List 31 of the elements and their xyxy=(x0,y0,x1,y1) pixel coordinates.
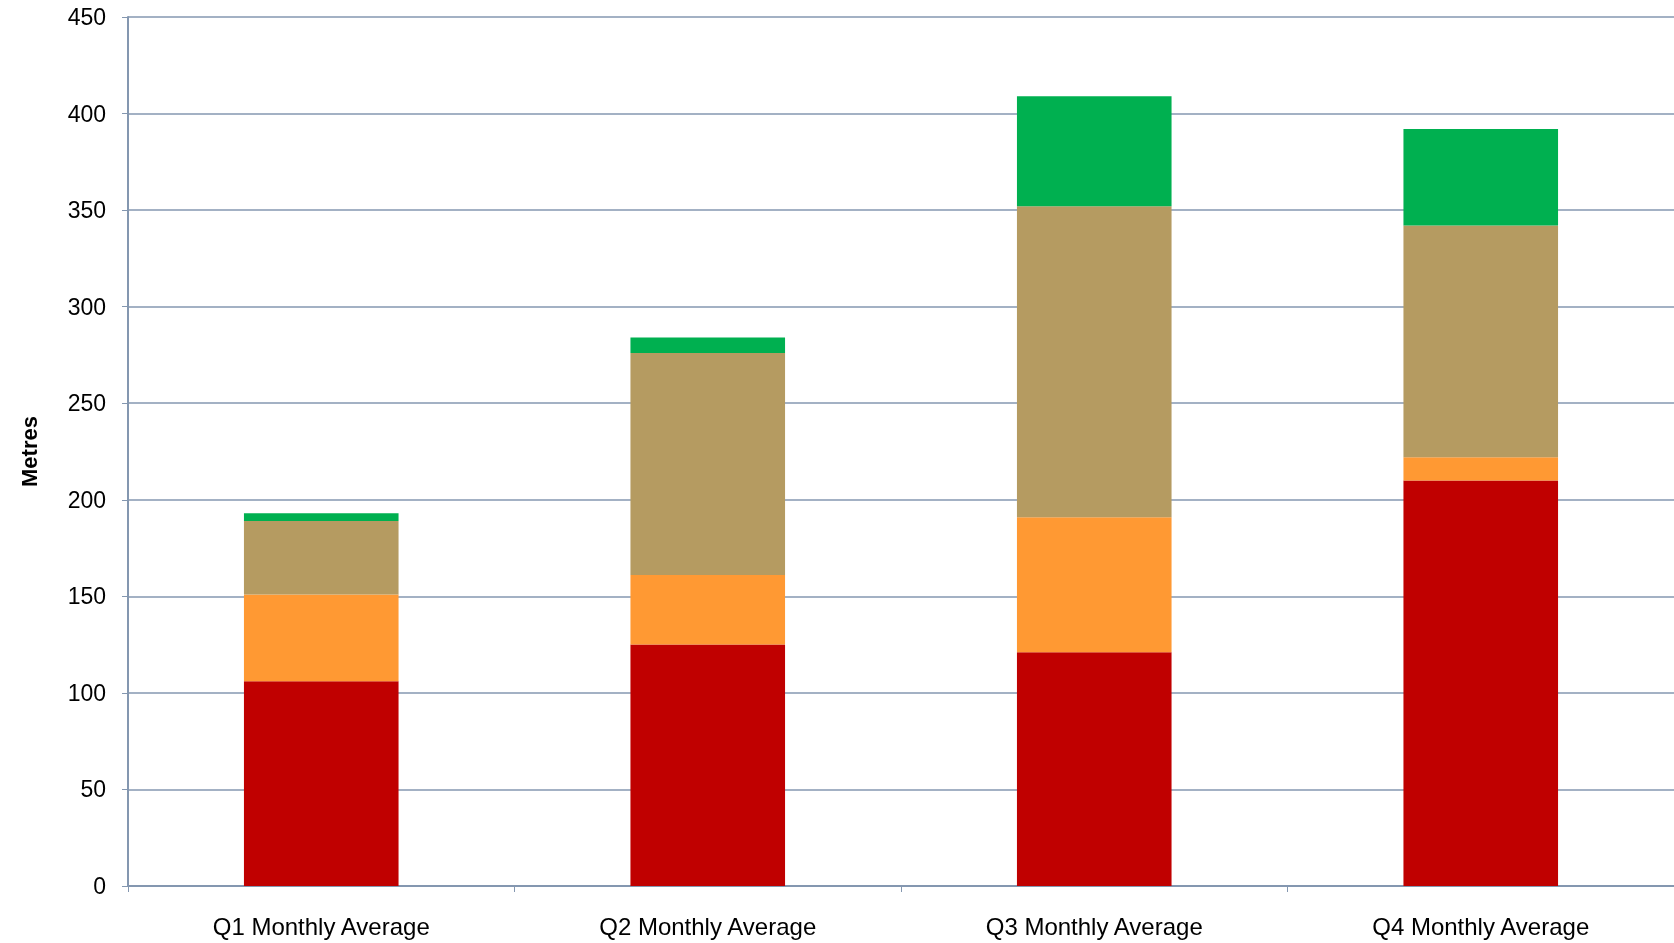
bar xyxy=(1016,517,1172,653)
y-tick-label: 350 xyxy=(67,197,106,224)
bar xyxy=(1016,206,1172,518)
bar xyxy=(1016,652,1172,886)
y-tick-label: 300 xyxy=(67,293,106,320)
y-tick-label: 250 xyxy=(67,390,106,417)
y-tick-label: 0 xyxy=(93,873,106,899)
x-tick-label: Q4 Monthly Average xyxy=(1372,912,1590,940)
y-tick-label: 100 xyxy=(67,679,106,706)
bar xyxy=(630,644,786,886)
x-tick-label: Q3 Monthly Average xyxy=(985,912,1203,940)
bar xyxy=(630,353,786,576)
y-tick-label: 150 xyxy=(67,583,106,610)
bar xyxy=(630,337,786,354)
bar xyxy=(630,575,786,645)
bar xyxy=(1016,96,1172,207)
y-tick-label: 450 xyxy=(67,4,106,30)
bar xyxy=(1403,480,1559,886)
bar xyxy=(243,521,399,595)
bar xyxy=(243,681,399,886)
bar xyxy=(1403,129,1559,226)
x-tick-label: Q2 Monthly Average xyxy=(599,912,817,940)
bar xyxy=(243,594,399,682)
y-tick-label: 400 xyxy=(67,100,106,127)
bar xyxy=(1403,225,1559,458)
y-tick-label: 200 xyxy=(67,486,106,513)
bar xyxy=(243,513,399,522)
y-axis-title: Metres xyxy=(16,416,42,487)
bar xyxy=(1403,457,1559,481)
y-tick-label: 50 xyxy=(80,776,106,803)
x-tick-label: Q1 Monthly Average xyxy=(212,912,430,940)
